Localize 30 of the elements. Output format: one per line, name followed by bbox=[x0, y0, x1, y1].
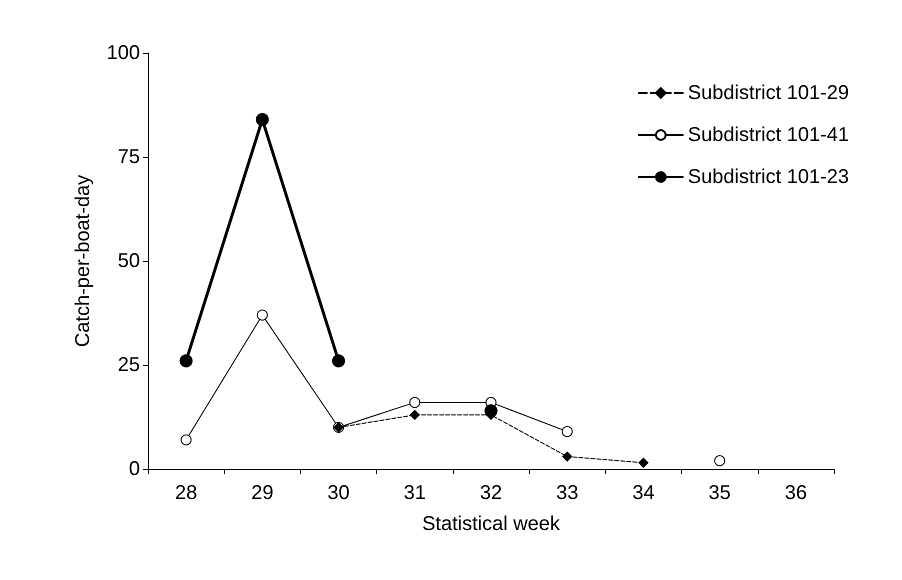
point bbox=[410, 410, 420, 420]
x-tick-label: 31 bbox=[404, 482, 426, 504]
y-tick-label: 75 bbox=[118, 146, 140, 168]
x-tick-label: 30 bbox=[327, 482, 350, 504]
x-tick-label: 33 bbox=[556, 482, 578, 504]
legend-label: Subdistrict 101-23 bbox=[688, 166, 849, 188]
legend-label: Subdistrict 101-41 bbox=[688, 124, 849, 146]
y-tick-label: 0 bbox=[128, 458, 140, 480]
point bbox=[256, 113, 269, 126]
point bbox=[714, 455, 726, 466]
point bbox=[256, 310, 268, 321]
point bbox=[409, 396, 420, 408]
x-tick-label: 29 bbox=[251, 482, 274, 504]
legend-label: Subdistrict 101-29 bbox=[688, 82, 849, 104]
x-tick-label: 32 bbox=[480, 482, 502, 504]
point bbox=[332, 354, 346, 368]
y-tick-label: 50 bbox=[118, 250, 140, 272]
y-axis-title: Catch-per-boat-day bbox=[72, 174, 94, 348]
point bbox=[180, 354, 193, 368]
x-tick-label: 34 bbox=[632, 482, 655, 504]
point bbox=[562, 426, 573, 438]
x-tick-label: 36 bbox=[784, 482, 808, 504]
y-tick-label: 100 bbox=[106, 42, 140, 64]
x-tick-label: 35 bbox=[708, 482, 731, 504]
point bbox=[562, 452, 572, 462]
point bbox=[180, 434, 192, 446]
y-tick-label: 25 bbox=[118, 354, 140, 376]
x-tick-label: 28 bbox=[174, 482, 198, 504]
point bbox=[638, 458, 648, 468]
x-axis-title: Statistical week bbox=[422, 513, 561, 535]
